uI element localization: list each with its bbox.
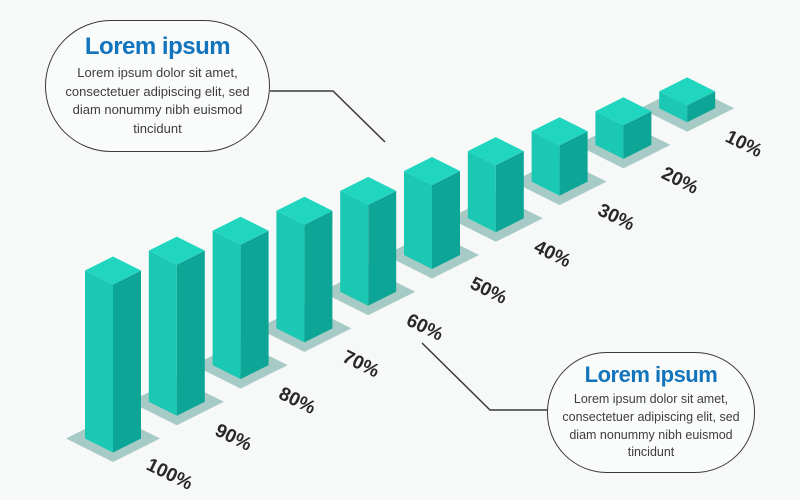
bar-left-face bbox=[404, 171, 432, 269]
bar-value-label: 40% bbox=[531, 237, 574, 273]
callout-title: Lorem ipsum bbox=[584, 361, 718, 387]
bar-top-face bbox=[659, 77, 716, 106]
bar-left-face bbox=[659, 91, 688, 123]
bar-value-label: 100% bbox=[143, 454, 196, 494]
bar-value-label: 20% bbox=[658, 163, 701, 199]
bar-left-face bbox=[467, 151, 496, 233]
connector-layer bbox=[270, 90, 547, 411]
bar-top-face bbox=[595, 97, 652, 126]
bar-top-face bbox=[531, 117, 588, 146]
bar-right-face bbox=[623, 111, 652, 159]
bar-left-face bbox=[148, 250, 177, 416]
callout-body-text: Lorem ipsum dolor sit amet, consectetuer… bbox=[65, 65, 250, 136]
bar-value-label: 80% bbox=[275, 383, 318, 419]
callout-top-left-connector-line bbox=[270, 90, 386, 143]
bar-right-face bbox=[304, 210, 333, 343]
bar-left-face bbox=[212, 230, 241, 380]
bar-value-label: 50% bbox=[467, 273, 510, 309]
bar-top-face bbox=[340, 176, 397, 205]
callout-bottom-right-connector-line bbox=[421, 342, 547, 411]
callout-body-text: Lorem ipsum dolor sit amet, consectetuer… bbox=[562, 392, 740, 460]
callout-title: Lorem ipsum bbox=[84, 33, 231, 60]
callout-top-left: Lorem ipsum Lorem ipsum dolor sit amet, … bbox=[45, 20, 270, 152]
bar-value-label: 70% bbox=[339, 347, 382, 383]
bar-right-face bbox=[240, 230, 269, 380]
bar-top-face bbox=[276, 196, 333, 225]
bar-right-face bbox=[687, 91, 716, 123]
bar-left-face bbox=[531, 131, 560, 196]
bar-value-label: 10% bbox=[722, 126, 765, 162]
bar-value-label: 30% bbox=[594, 200, 637, 236]
bar-top-face bbox=[467, 137, 524, 166]
bar-right-face bbox=[368, 190, 397, 306]
bar-top-face bbox=[85, 256, 141, 285]
bar-value-label: 60% bbox=[403, 310, 446, 346]
bar-value-label: 90% bbox=[212, 420, 255, 456]
bar-right-face bbox=[113, 270, 141, 453]
callout-bottom-right: Lorem ipsum Lorem ipsum dolor sit amet, … bbox=[547, 352, 755, 473]
bar-top-face bbox=[148, 236, 205, 265]
bar-top-face bbox=[212, 216, 269, 245]
bar-left-face bbox=[340, 190, 369, 306]
bar-right-face bbox=[495, 151, 524, 233]
bar-top-face bbox=[404, 157, 460, 185]
bar-left-face bbox=[85, 270, 113, 453]
bar-right-face bbox=[432, 171, 460, 269]
bar-left-face bbox=[276, 210, 305, 343]
bar-left-face bbox=[595, 111, 624, 159]
bar-right-face bbox=[559, 131, 588, 196]
bar-right-face bbox=[176, 250, 205, 416]
